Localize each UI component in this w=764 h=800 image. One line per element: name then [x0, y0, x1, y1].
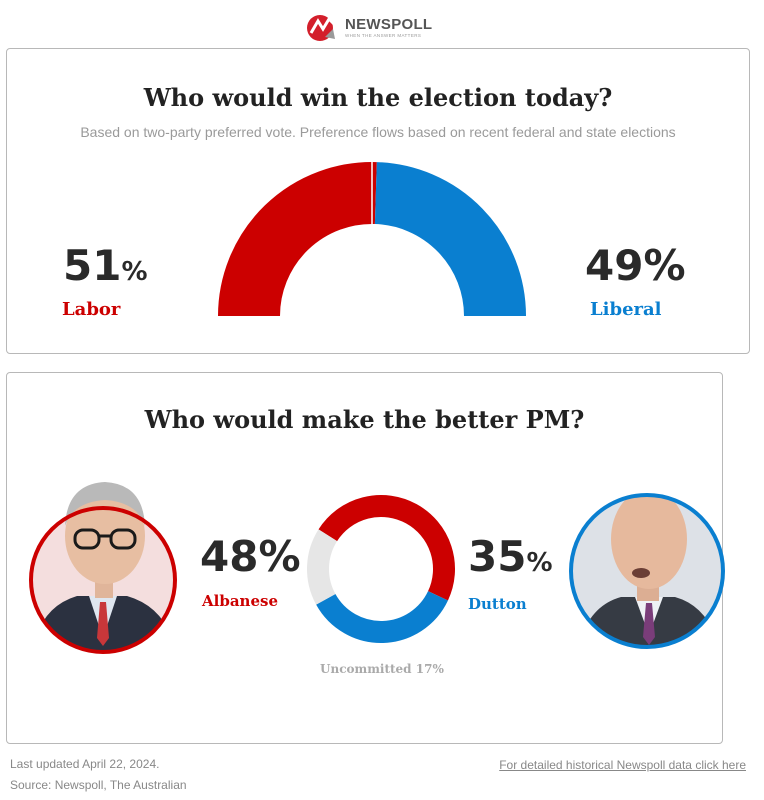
- liberal-value: 49%: [585, 241, 686, 290]
- albanese-percent: 48%: [200, 536, 301, 578]
- dutton-avatar: [569, 493, 725, 649]
- dutton-value: 35: [468, 532, 527, 581]
- labor-value: 51: [63, 241, 122, 290]
- historical-data-link[interactable]: For detailed historical Newspoll data cl…: [499, 758, 746, 772]
- last-updated-text: Last updated April 22, 2024.: [10, 757, 160, 771]
- newspoll-logo-icon: [307, 15, 337, 41]
- uncommitted-label: Uncommitted 17%: [320, 662, 444, 676]
- labor-percent: 51%: [63, 245, 148, 287]
- donut-slice-uncommitted: [307, 529, 338, 605]
- source-text: Source: Newspoll, The Australian: [10, 778, 187, 792]
- dutton-suffix: %: [526, 548, 553, 578]
- labor-suffix: %: [121, 257, 148, 287]
- albanese-value: 48%: [200, 532, 301, 581]
- brand-tagline: WHEN THE ANSWER MATTERS: [345, 33, 422, 38]
- election-title: Who would win the election today?: [143, 83, 613, 112]
- better-pm-donut-chart: [307, 495, 455, 643]
- labor-label: Labor: [62, 299, 121, 320]
- better-pm-panel: Who would make the better PM? 48% Albane…: [6, 372, 725, 744]
- half-donut-slice-liberal: [373, 162, 526, 317]
- albanese-label: Albanese: [202, 592, 278, 610]
- albanese-avatar: [29, 482, 177, 654]
- liberal-percent: 49%: [585, 245, 686, 287]
- half-donut-slice-labor: [218, 162, 377, 317]
- liberal-label: Liberal: [590, 299, 662, 320]
- two-party-half-donut-chart: [218, 161, 526, 317]
- donut-slice-albanese: [318, 495, 455, 601]
- brand-name: NEWSPOLL: [345, 16, 433, 33]
- donut-slice-dutton: [316, 590, 448, 643]
- newspoll-logo: NEWSPOLL WHEN THE ANSWER MATTERS: [305, 13, 455, 43]
- dutton-percent: 35%: [468, 536, 553, 578]
- dutton-label: Dutton: [468, 595, 527, 613]
- better-pm-title: Who would make the better PM?: [144, 405, 585, 434]
- election-panel: Who would win the election today? Based …: [6, 48, 750, 354]
- election-subtitle: Based on two-party preferred vote. Prefe…: [80, 124, 676, 140]
